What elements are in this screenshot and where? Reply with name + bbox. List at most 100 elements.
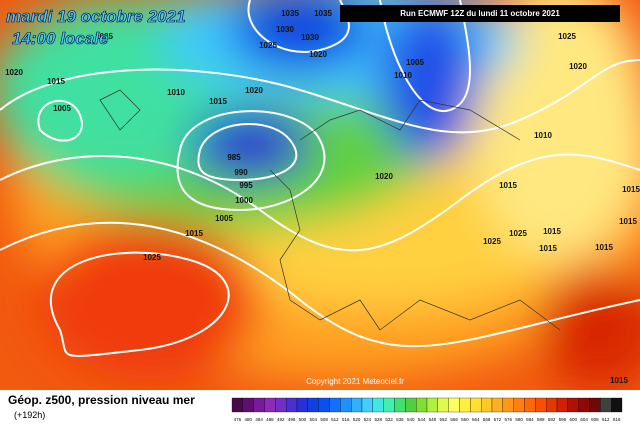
isobar-label: 1015 [47, 77, 65, 86]
isobar-label: 1015 [539, 244, 557, 253]
legend-label: 580 [515, 417, 523, 422]
time: 14:00 locale [12, 29, 108, 48]
legend-label: 476 [234, 417, 242, 422]
legend-swatch [437, 397, 449, 413]
isobar-label: 1035 [314, 9, 332, 18]
coastlines [99, 89, 561, 331]
copyright: Copyright 2021 Meteociel.fr [306, 377, 404, 386]
legend-swatch [351, 397, 363, 413]
legend-label: 496 [288, 417, 296, 422]
legend-swatch [556, 397, 568, 413]
isobar-label: 1005 [215, 214, 233, 223]
isobars [0, 0, 640, 357]
legend-swatch [470, 397, 482, 413]
legend-swatch [426, 397, 438, 413]
legend-label: 616 [613, 417, 621, 422]
run-info: Run ECMWF 12Z du lundi 11 octobre 2021 [400, 9, 560, 18]
legend-label: 588 [537, 417, 545, 422]
legend-swatch [416, 397, 428, 413]
isobar-label: 1015 [209, 97, 227, 106]
legend-swatch [264, 397, 276, 413]
legend-label: 528 [374, 417, 382, 422]
legend-label: 576 [504, 417, 512, 422]
legend-label: 604 [580, 417, 588, 422]
isobar-label: 1015 [543, 227, 561, 236]
field [0, 0, 640, 390]
legend-label: 512 [331, 417, 339, 422]
isobar-label: 995 [239, 181, 253, 190]
legend-label: 592 [548, 417, 556, 422]
legend-swatch [242, 397, 254, 413]
legend-swatch [513, 397, 525, 413]
legend-swatch [546, 397, 558, 413]
date: mardi 19 octobre 2021 [6, 7, 186, 26]
legend-label: 488 [266, 417, 274, 422]
isobar-label: 1020 [5, 68, 23, 77]
legend-swatch [524, 397, 536, 413]
legend-swatch [372, 397, 384, 413]
isobar-label: 1025 [143, 253, 161, 262]
legend-swatch [502, 397, 514, 413]
isobar-label: 1025 [259, 41, 277, 50]
legend-swatch [600, 397, 612, 413]
isobar-label: 1005 [53, 104, 71, 113]
legend-swatch [567, 397, 579, 413]
isobar-label: 1015 [185, 229, 203, 238]
isobar-label: 1010 [394, 71, 412, 80]
isobar-label: 1020 [245, 86, 263, 95]
legend-label: 572 [494, 417, 502, 422]
legend-swatch [253, 397, 265, 413]
isobar-label: 990 [234, 168, 248, 177]
legend-label: 500 [299, 417, 307, 422]
legend-swatch [578, 397, 590, 413]
legend-swatch [589, 397, 601, 413]
legend-swatch [535, 397, 547, 413]
legend-label: 540 [407, 417, 415, 422]
legend-swatch [448, 397, 460, 413]
isobar-label: 1010 [534, 131, 552, 140]
legend-label: 556 [450, 417, 458, 422]
legend-label: 612 [602, 417, 610, 422]
isobar-label: 1020 [375, 172, 393, 181]
legend-swatch [491, 397, 503, 413]
legend-label: 484 [255, 417, 263, 422]
isobar-label: 1025 [509, 229, 527, 238]
isobar-label: 1015 [595, 243, 613, 252]
legend-swatch [361, 397, 373, 413]
legend-label: 504 [309, 417, 317, 422]
isobar-label: 1020 [309, 50, 327, 59]
legend-swatch [329, 397, 341, 413]
isobar-label: 1030 [276, 25, 294, 34]
legend-label: 524 [364, 417, 372, 422]
legend-label: 492 [277, 417, 285, 422]
legend-label: 508 [320, 417, 328, 422]
isobar-label: 1025 [95, 32, 113, 41]
isobar-label: 1030 [301, 33, 319, 42]
legend-swatch [296, 397, 308, 413]
legend-label: 480 [244, 417, 252, 422]
isobar-label: 1000 [235, 196, 253, 205]
legend-swatch [286, 397, 298, 413]
isobar-label: 1025 [483, 237, 501, 246]
legend-swatch [481, 397, 493, 413]
legend-label: 596 [559, 417, 567, 422]
legend-swatch [394, 397, 406, 413]
run-box [340, 5, 620, 22]
isobar-label: 1010 [167, 88, 185, 97]
legend-swatch [275, 397, 287, 413]
footer-title: Géop. z500, pression niveau mer [8, 393, 195, 407]
legend-label: 548 [429, 417, 437, 422]
legend-swatch [340, 397, 352, 413]
legend-swatch [383, 397, 395, 413]
legend-label: 536 [396, 417, 404, 422]
legend-swatch [459, 397, 471, 413]
lead-time: (+192h) [14, 410, 45, 420]
isobar-label: 985 [227, 153, 241, 162]
legend-swatch [318, 397, 330, 413]
isobar-label: 1025 [558, 32, 576, 41]
legend-swatch [611, 397, 623, 413]
isobar-label: 1020 [569, 62, 587, 71]
legend-label: 560 [461, 417, 469, 422]
